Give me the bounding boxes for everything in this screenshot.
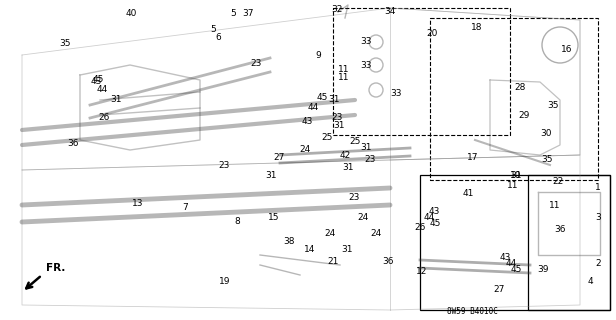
- Text: 24: 24: [299, 146, 310, 155]
- Text: 4: 4: [587, 277, 593, 286]
- Text: 43: 43: [91, 76, 102, 85]
- Text: 34: 34: [384, 7, 395, 17]
- Text: 36: 36: [67, 139, 79, 148]
- Text: 14: 14: [304, 244, 315, 253]
- Text: 43: 43: [301, 116, 313, 125]
- Text: 31: 31: [333, 122, 345, 131]
- Text: 32: 32: [331, 5, 342, 14]
- Text: 20: 20: [426, 28, 438, 37]
- Text: 5: 5: [230, 10, 236, 19]
- Text: 31: 31: [328, 94, 340, 103]
- Text: 9: 9: [315, 52, 321, 60]
- Text: 35: 35: [541, 156, 553, 164]
- Bar: [430, 18, 598, 180]
- Text: 33: 33: [391, 90, 402, 99]
- Text: 27: 27: [493, 284, 505, 293]
- Text: 27: 27: [274, 154, 285, 163]
- Text: 43: 43: [428, 207, 440, 217]
- Text: 33: 33: [360, 36, 371, 45]
- Text: 44: 44: [505, 259, 517, 268]
- Text: 11: 11: [549, 201, 561, 210]
- Text: 24: 24: [370, 229, 382, 238]
- Text: 35: 35: [59, 38, 71, 47]
- Text: 38: 38: [283, 237, 294, 246]
- Text: 28: 28: [514, 83, 525, 92]
- Text: 1: 1: [595, 183, 601, 193]
- Text: 19: 19: [219, 277, 231, 286]
- Text: 31: 31: [360, 143, 371, 153]
- Text: 23: 23: [364, 155, 376, 164]
- Text: 26: 26: [415, 223, 426, 233]
- Text: 35: 35: [547, 100, 559, 109]
- Text: 15: 15: [268, 213, 280, 222]
- Text: 18: 18: [471, 22, 483, 31]
- Text: 23: 23: [218, 162, 230, 171]
- Text: 45: 45: [429, 220, 440, 228]
- Text: 41: 41: [463, 188, 474, 197]
- Text: 31: 31: [110, 94, 122, 103]
- Text: 45: 45: [92, 75, 103, 84]
- Text: 44: 44: [423, 213, 435, 222]
- Text: 24: 24: [357, 213, 368, 222]
- Text: 31: 31: [265, 171, 277, 180]
- Text: 23: 23: [331, 114, 342, 123]
- Text: 11: 11: [338, 73, 350, 82]
- Text: FR.: FR.: [46, 263, 65, 273]
- Text: 8W59 B4010C: 8W59 B4010C: [447, 307, 498, 316]
- Text: 5: 5: [210, 26, 216, 35]
- Text: 31: 31: [342, 164, 354, 172]
- Text: 11: 11: [507, 181, 519, 190]
- Text: 22: 22: [553, 177, 564, 186]
- Text: 13: 13: [132, 198, 144, 207]
- Text: 7: 7: [182, 203, 188, 212]
- Text: 30: 30: [540, 130, 552, 139]
- Text: 26: 26: [99, 114, 110, 123]
- Text: 43: 43: [500, 252, 511, 261]
- Bar: [420, 175, 610, 310]
- Text: 42: 42: [339, 151, 351, 161]
- Text: 36: 36: [383, 257, 394, 266]
- Text: 44: 44: [307, 103, 318, 113]
- Text: 2: 2: [595, 259, 601, 268]
- Text: 31: 31: [341, 244, 353, 253]
- Text: 10: 10: [510, 171, 522, 180]
- Text: 33: 33: [360, 60, 371, 69]
- Text: 6: 6: [215, 34, 221, 43]
- Text: 29: 29: [518, 110, 530, 119]
- Text: 17: 17: [468, 153, 479, 162]
- Text: 25: 25: [349, 137, 361, 146]
- Bar: [528, 175, 610, 310]
- Text: 11: 11: [338, 65, 350, 74]
- Text: 39: 39: [537, 265, 549, 274]
- Text: 36: 36: [554, 226, 565, 235]
- Text: 16: 16: [561, 44, 573, 53]
- Text: 45: 45: [510, 266, 522, 275]
- Text: 8: 8: [234, 218, 240, 227]
- Text: 45: 45: [316, 92, 328, 101]
- Bar: [333, 8, 510, 135]
- Text: 3: 3: [595, 213, 601, 222]
- Text: 37: 37: [242, 9, 254, 18]
- Text: 23: 23: [250, 60, 262, 68]
- Text: 31: 31: [510, 172, 522, 180]
- Text: 12: 12: [416, 267, 428, 276]
- Text: 21: 21: [327, 257, 339, 266]
- Text: 40: 40: [125, 9, 137, 18]
- Text: 24: 24: [325, 229, 336, 238]
- Text: 25: 25: [322, 132, 333, 141]
- Text: 23: 23: [348, 194, 360, 203]
- Text: 44: 44: [96, 84, 108, 93]
